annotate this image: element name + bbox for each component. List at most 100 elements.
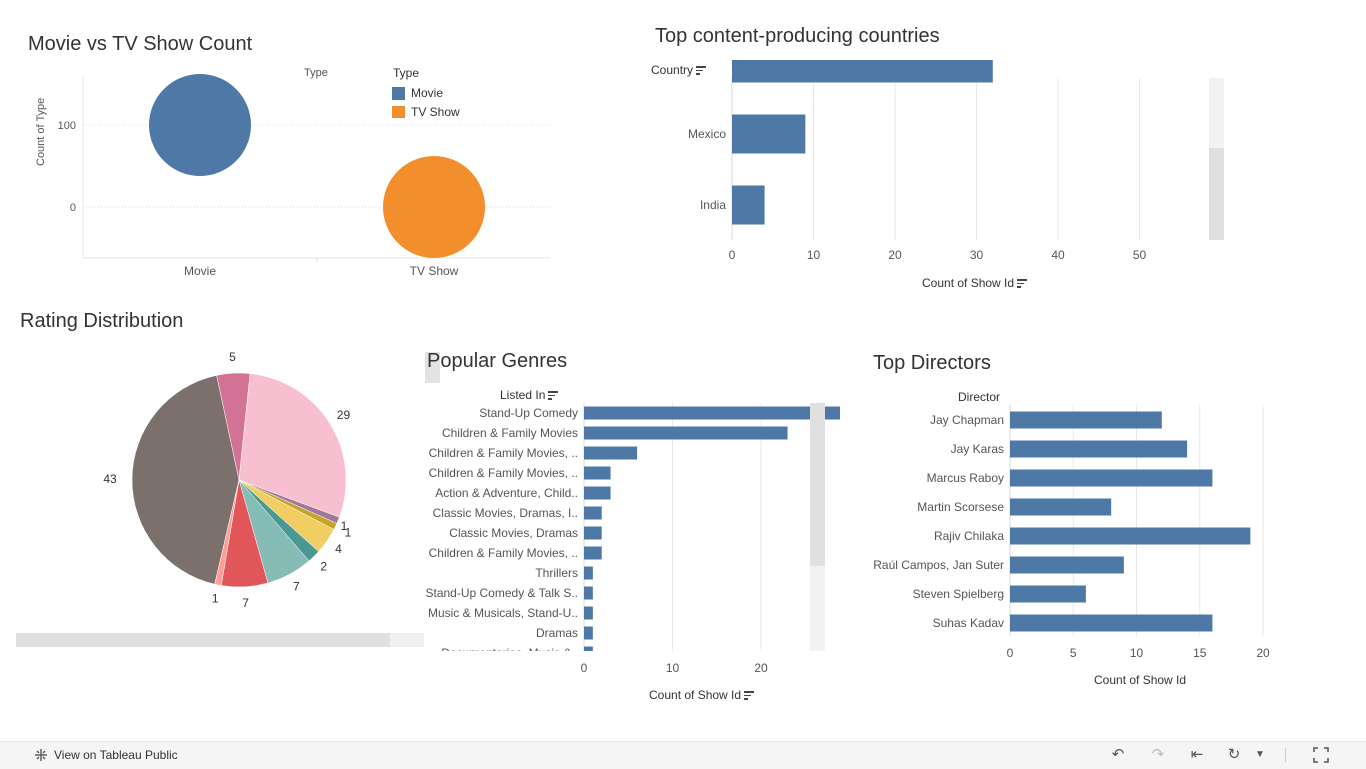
ct-category-label: India bbox=[700, 198, 726, 212]
sort-icon[interactable] bbox=[696, 66, 707, 75]
gn-bar[interactable] bbox=[584, 546, 602, 560]
gn-bar[interactable] bbox=[584, 586, 593, 600]
dr-bar[interactable] bbox=[1010, 411, 1162, 429]
gn-bar[interactable] bbox=[584, 606, 593, 620]
legend-swatch-tv-show bbox=[392, 105, 405, 118]
movie-tv-bubble[interactable] bbox=[149, 74, 251, 176]
countries-chart[interactable]: Mexico India 0 10 20 30 40 50 bbox=[640, 60, 1240, 300]
movie-tv-y-tick-label: 100 bbox=[58, 120, 76, 132]
dr-bar[interactable] bbox=[1010, 498, 1112, 516]
gn-category-label: Documentaries, Music &.. bbox=[441, 646, 578, 660]
rating-pie-label: 1 bbox=[341, 519, 348, 533]
sort-icon[interactable] bbox=[744, 691, 755, 700]
dr-category-label: Jay Karas bbox=[951, 442, 1004, 456]
gn-x-tick-label: 20 bbox=[754, 661, 768, 675]
movie-tv-y-tick-label: 0 bbox=[70, 202, 76, 214]
countries-scrollbar-thumb[interactable] bbox=[1209, 148, 1224, 240]
chart-title-countries: Top content-producing countries bbox=[655, 25, 940, 47]
ct-x-tick-label: 20 bbox=[888, 248, 902, 262]
chart-title-genres: Popular Genres bbox=[427, 350, 568, 372]
dr-bar[interactable] bbox=[1010, 556, 1124, 574]
countries-x-axis-label-text: Count of Show Id bbox=[922, 276, 1015, 290]
movie-tv-chart[interactable]: Count of Type 100 0 Movie TV Show Type bbox=[0, 0, 600, 300]
ct-category-label: Mexico bbox=[688, 127, 726, 141]
fullscreen-icon[interactable] bbox=[1312, 747, 1330, 763]
view-on-tableau-public-link[interactable]: View on Tableau Public bbox=[34, 748, 178, 762]
ct-x-tick-label: 50 bbox=[1133, 248, 1147, 262]
dr-category-label: Steven Spielberg bbox=[913, 587, 1004, 601]
ratings-scrollbar-track[interactable] bbox=[16, 633, 424, 647]
sort-icon[interactable] bbox=[1017, 279, 1028, 288]
dr-category-label: Rajiv Chilaka bbox=[934, 529, 1004, 543]
genres-row-header-label: Listed In bbox=[500, 388, 546, 402]
gn-bar[interactable] bbox=[584, 466, 611, 480]
gn-category-label: Children & Family Movies, .. bbox=[429, 466, 578, 480]
legend-swatch-movie bbox=[392, 86, 405, 100]
ct-bar[interactable] bbox=[732, 185, 765, 225]
gn-category-label: Dramas bbox=[536, 626, 578, 640]
gn-bar[interactable] bbox=[584, 566, 593, 580]
dr-category-label: Raúl Campos, Jan Suter bbox=[873, 558, 1004, 572]
gn-bar[interactable] bbox=[584, 506, 602, 520]
toolbar-divider bbox=[1285, 748, 1286, 762]
dr-bar[interactable] bbox=[1010, 614, 1213, 632]
title-resize-handle[interactable] bbox=[425, 352, 440, 383]
sort-icon[interactable] bbox=[548, 391, 559, 400]
undo-icon[interactable]: ↶ bbox=[1111, 746, 1125, 763]
gn-category-label: Classic Movies, Dramas, I.. bbox=[433, 506, 578, 520]
rating-pie-slice[interactable] bbox=[214, 479, 240, 586]
dr-category-label: Jay Chapman bbox=[930, 413, 1004, 427]
redo-icon[interactable]: ↷ bbox=[1151, 746, 1165, 763]
movie-tv-x-tick-label: TV Show bbox=[410, 264, 459, 278]
genres-chart[interactable]: Stand-Up Comedy Children & Family Movies C… bbox=[420, 398, 840, 683]
legend-item-tv-show[interactable]: TV Show bbox=[392, 105, 472, 118]
directors-chart[interactable]: Jay Chapman Jay Karas Marcus Raboy Martin S… bbox=[860, 400, 1290, 670]
gn-bar[interactable] bbox=[584, 426, 788, 440]
gn-bar[interactable] bbox=[584, 446, 638, 460]
refresh-icon[interactable]: ↻ bbox=[1227, 746, 1241, 763]
revert-icon[interactable]: ⇤ bbox=[1190, 746, 1204, 763]
chart-title-directors: Top Directors bbox=[873, 352, 991, 374]
dr-x-tick-label: 0 bbox=[1007, 646, 1014, 660]
directors-x-axis-label[interactable]: Count of Show Id bbox=[1094, 673, 1187, 687]
dr-x-tick-label: 10 bbox=[1130, 646, 1144, 660]
ratings-scrollbar-thumb[interactable] bbox=[16, 633, 390, 647]
countries-x-axis-label[interactable]: Count of Show Id bbox=[922, 276, 1028, 290]
gn-bar[interactable] bbox=[584, 486, 611, 500]
legend-label-movie: Movie bbox=[411, 86, 444, 100]
rating-pie-label: 1 bbox=[212, 592, 219, 606]
countries-row-header[interactable]: Country bbox=[651, 63, 707, 77]
dr-x-tick-label: 20 bbox=[1256, 646, 1270, 660]
refresh-dropdown-chevron-down-icon[interactable]: ▼ bbox=[1255, 749, 1265, 760]
rating-pie-slice[interactable] bbox=[131, 375, 240, 585]
gn-category-label: Action & Adventure, Child.. bbox=[435, 486, 578, 500]
ct-bar[interactable] bbox=[732, 114, 806, 154]
gn-bar[interactable] bbox=[584, 406, 840, 420]
dr-x-tick-label: 5 bbox=[1070, 646, 1077, 660]
rating-pie-slice[interactable] bbox=[238, 373, 347, 518]
movie-tv-x-tick-label: Movie bbox=[184, 264, 216, 278]
dr-category-label: Martin Scorsese bbox=[917, 500, 1004, 514]
rating-pie-label: 1 bbox=[345, 526, 352, 540]
dr-bar[interactable] bbox=[1010, 585, 1086, 603]
ct-bar[interactable] bbox=[732, 60, 993, 83]
gn-x-tick-label: 10 bbox=[666, 661, 680, 675]
dr-bar[interactable] bbox=[1010, 440, 1188, 458]
gn-bar[interactable] bbox=[584, 646, 593, 660]
directors-row-header[interactable]: Director bbox=[958, 390, 1001, 404]
rating-pie-label: 2 bbox=[320, 559, 327, 573]
dr-bar[interactable] bbox=[1010, 527, 1251, 545]
genres-scrollbar-thumb[interactable] bbox=[810, 403, 825, 566]
rating-pie-label: 43 bbox=[103, 472, 117, 486]
movie-tv-bubble[interactable] bbox=[383, 156, 485, 258]
movie-tv-legend: Type Movie TV Show bbox=[392, 66, 472, 118]
dr-bar[interactable] bbox=[1010, 469, 1213, 487]
genres-x-axis-label[interactable]: Count of Show Id bbox=[649, 688, 755, 702]
gn-bar[interactable] bbox=[584, 626, 593, 640]
gn-category-label: Thrillers bbox=[535, 566, 578, 580]
legend-item-movie[interactable]: Movie bbox=[392, 86, 472, 100]
gn-bar[interactable] bbox=[584, 526, 602, 540]
genres-row-header[interactable]: Listed In bbox=[500, 388, 559, 402]
chart-title-ratings: Rating Distribution bbox=[20, 310, 184, 332]
